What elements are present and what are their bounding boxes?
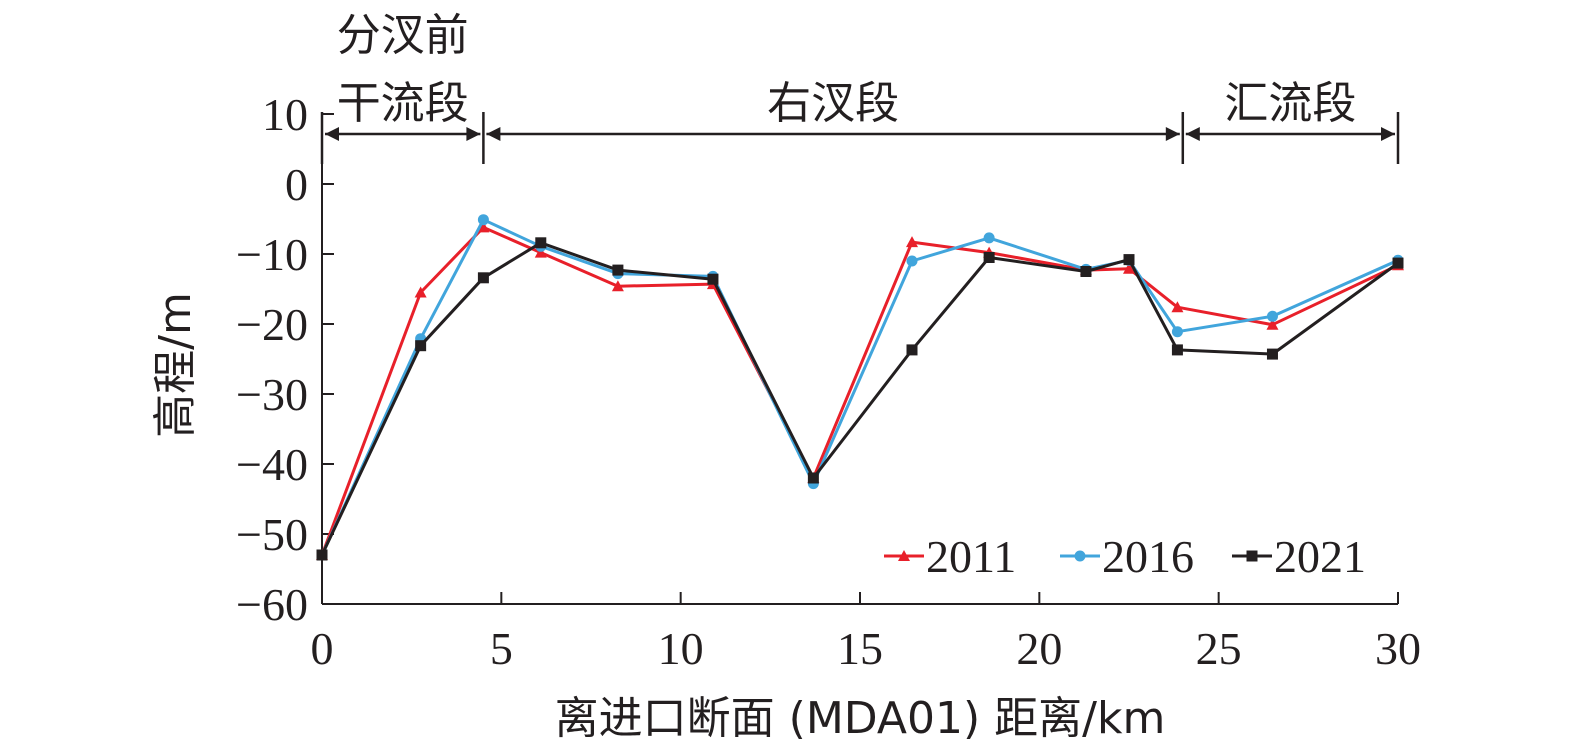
y-tick-label: −60 — [236, 579, 308, 630]
data-point-square — [807, 472, 819, 484]
x-tick-label: 25 — [1196, 623, 1242, 674]
legend: 2011 2016 2021 — [884, 531, 1366, 582]
series-line — [320, 225, 1399, 556]
data-point-circle — [1171, 326, 1183, 338]
data-point-square — [535, 237, 547, 249]
y-tick-label: −40 — [236, 439, 308, 490]
x-tick-label: 15 — [837, 623, 883, 674]
segment-arrowhead — [1381, 127, 1395, 141]
legend-item: 2016 — [1060, 531, 1194, 582]
legend-label: 2016 — [1102, 531, 1194, 582]
data-point-triangle — [414, 286, 427, 298]
series-line — [320, 241, 1399, 556]
data-point-triangle — [906, 236, 919, 248]
data-point-square — [316, 549, 328, 561]
segment-arrowhead — [1165, 127, 1180, 141]
x-tick-label: 0 — [311, 623, 334, 674]
data-point-triangle — [1266, 318, 1279, 330]
legend-label: 2011 — [926, 531, 1016, 582]
y-axis-title: 高程/m — [150, 292, 201, 438]
series-lines — [316, 214, 1404, 561]
series-2021 — [316, 237, 1404, 561]
segment-label: 右汊段 — [767, 78, 899, 129]
y-tick-label: −10 — [236, 229, 308, 280]
segment-arrowhead — [466, 127, 481, 141]
segment-label: 分汊前 — [337, 10, 469, 61]
x-tick-label: 10 — [658, 623, 704, 674]
segment-label: 汇流段 — [1224, 78, 1356, 129]
data-point-square — [1266, 348, 1278, 360]
data-point-square — [1123, 254, 1135, 266]
data-point-triangle — [1171, 301, 1184, 313]
legend-label: 2021 — [1274, 531, 1366, 582]
data-point-triangle — [611, 280, 624, 292]
x-tick-label: 30 — [1375, 623, 1421, 674]
y-tick-label: 0 — [285, 159, 308, 210]
data-point-circle — [1266, 310, 1278, 322]
series-line — [320, 218, 1399, 556]
y-tick-label: −50 — [236, 509, 308, 560]
data-point-triangle — [477, 221, 490, 233]
data-point-square — [415, 340, 427, 352]
legend-item: 2011 — [884, 531, 1016, 582]
legend-item: 2021 — [1232, 531, 1366, 582]
data-point-square — [1392, 257, 1404, 269]
data-point-square — [612, 264, 624, 276]
data-point-square — [983, 252, 995, 263]
segment-arrowhead — [325, 127, 339, 141]
y-tick-label: 10 — [262, 89, 308, 140]
y-tick-label: −30 — [236, 369, 308, 420]
data-point-circle — [983, 232, 995, 244]
data-point-triangle — [898, 550, 910, 561]
data-point-circle — [477, 214, 489, 226]
data-point-square — [906, 344, 918, 356]
axes: −60 −50 −40 −30 −20 −10 0 10 0 5 10 15 20 25 30 — [236, 89, 1421, 674]
data-point-square — [477, 272, 489, 284]
x-axis-title: 离进口断面 (MDA01) 距离/km — [555, 693, 1166, 744]
data-point-triangle — [534, 246, 547, 258]
segment-label: 干流段 — [337, 78, 469, 129]
x-tick-label: 5 — [490, 623, 513, 674]
segment-arrowhead — [486, 127, 501, 141]
y-tick-label: −20 — [236, 299, 308, 350]
data-point-circle — [906, 255, 918, 267]
data-point-triangle — [1123, 262, 1135, 274]
data-point-square — [1246, 550, 1258, 562]
data-point-square — [1171, 344, 1183, 356]
data-point-square — [1080, 266, 1092, 277]
x-tick-label: 20 — [1016, 623, 1062, 674]
data-point-square — [707, 273, 719, 285]
data-point-circle — [1074, 550, 1086, 562]
segment-arrowhead — [1185, 127, 1200, 141]
series-2016 — [316, 214, 1404, 561]
series-2011 — [316, 221, 1404, 560]
